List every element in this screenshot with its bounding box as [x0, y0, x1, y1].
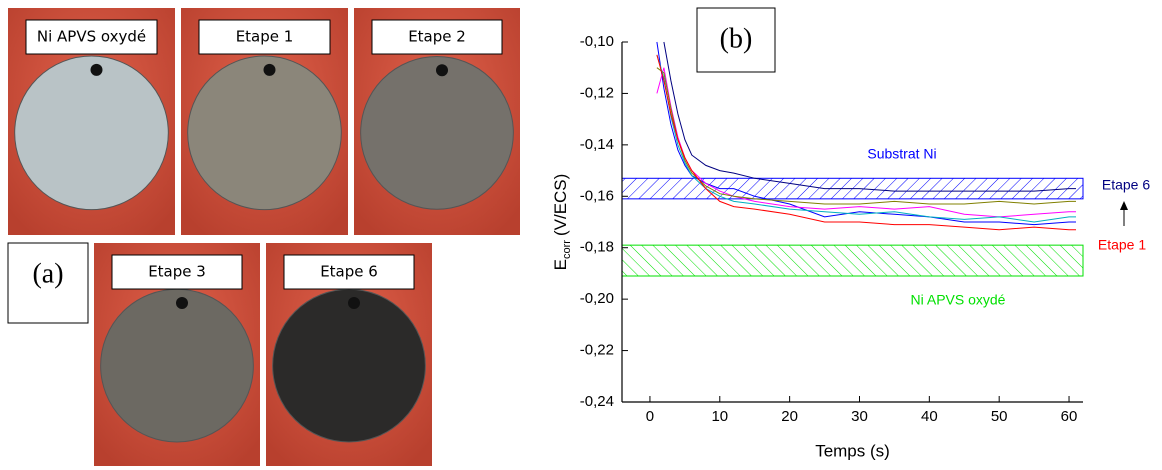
- photo-label: Etape 3: [148, 263, 206, 281]
- photo: Ni APVS oxydé: [8, 8, 175, 235]
- series-line: [663, 41, 1076, 192]
- x-tick-label: 10: [711, 408, 728, 425]
- panel-label: (b): [720, 23, 753, 54]
- coin-hole: [436, 64, 448, 77]
- y-title-sub: corr: [561, 240, 573, 259]
- x-tick-label: 30: [851, 408, 868, 425]
- photo-label-box: [283, 254, 415, 290]
- x-tick-label: 20: [781, 408, 798, 425]
- y-tick-label: -0,14: [580, 136, 614, 153]
- annotation: Etape 1: [1098, 237, 1146, 253]
- coin-hole: [176, 297, 188, 310]
- coin-hole: [348, 297, 360, 310]
- y-title-main: E: [551, 259, 570, 270]
- y-tick-label: -0,20: [580, 290, 614, 307]
- photo-label: Etape 6: [320, 263, 378, 281]
- coin: [14, 55, 169, 211]
- arrow-head: [1120, 201, 1128, 210]
- series-line: [656, 54, 1076, 231]
- band-label: Substrat Ni: [867, 146, 936, 162]
- coin: [100, 288, 254, 443]
- y-axis-title: Ecorr (V/ECS): [551, 174, 572, 271]
- y-tick-label: -0,12: [580, 84, 614, 101]
- photo-label-box: [25, 19, 158, 55]
- coin-hole: [263, 63, 276, 76]
- y-tick-label: -0,16: [580, 187, 614, 204]
- x-tick-label: 50: [991, 408, 1008, 425]
- panel-label: (a): [32, 258, 63, 289]
- coin-hole: [90, 63, 103, 76]
- x-tick-label: 40: [921, 408, 938, 425]
- panel-label-box: [696, 7, 776, 73]
- annotation: Etape 6: [1102, 177, 1150, 193]
- photo-label: Ni APVS oxydé: [37, 28, 146, 46]
- x-tick-label: 60: [1061, 408, 1078, 425]
- photo: Etape 1: [181, 8, 348, 235]
- coin: [187, 55, 342, 211]
- y-tick-label: -0,22: [580, 342, 614, 359]
- panel-a: Ni APVS oxydé Etape 1 Etape 2 Etape 3 Etape …: [7, 8, 520, 466]
- x-axis-title: Temps (s): [815, 441, 890, 460]
- photo: Etape 2: [354, 8, 520, 235]
- photo-label-box: [371, 19, 503, 55]
- x-tick-label: 0: [646, 408, 654, 425]
- y-title-unit: (V/ECS): [551, 174, 570, 236]
- panel-label-box: [7, 242, 89, 324]
- panel-b: -0,24 -0,22 -0,20 -0,18 -0,16 -0,14 -0,12 -0,10…: [551, 7, 1150, 460]
- photo: Etape 6: [266, 243, 432, 466]
- photo: Etape 3: [94, 243, 260, 466]
- series-line: [656, 54, 1076, 223]
- band-label: Ni APVS oxydé: [911, 292, 1006, 308]
- y-tick-label: -0,18: [580, 239, 614, 256]
- coin: [360, 55, 514, 210]
- photo-label: Etape 2: [408, 28, 466, 46]
- hatched-band: [621, 244, 1084, 277]
- photo-label-box: [198, 19, 331, 55]
- y-tick-label: -0,10: [580, 33, 614, 50]
- y-tick-label: -0,24: [580, 393, 614, 410]
- photo-label-box: [111, 254, 243, 290]
- photo-label: Etape 1: [236, 28, 294, 46]
- coin: [272, 288, 426, 443]
- series-line: [656, 67, 1076, 218]
